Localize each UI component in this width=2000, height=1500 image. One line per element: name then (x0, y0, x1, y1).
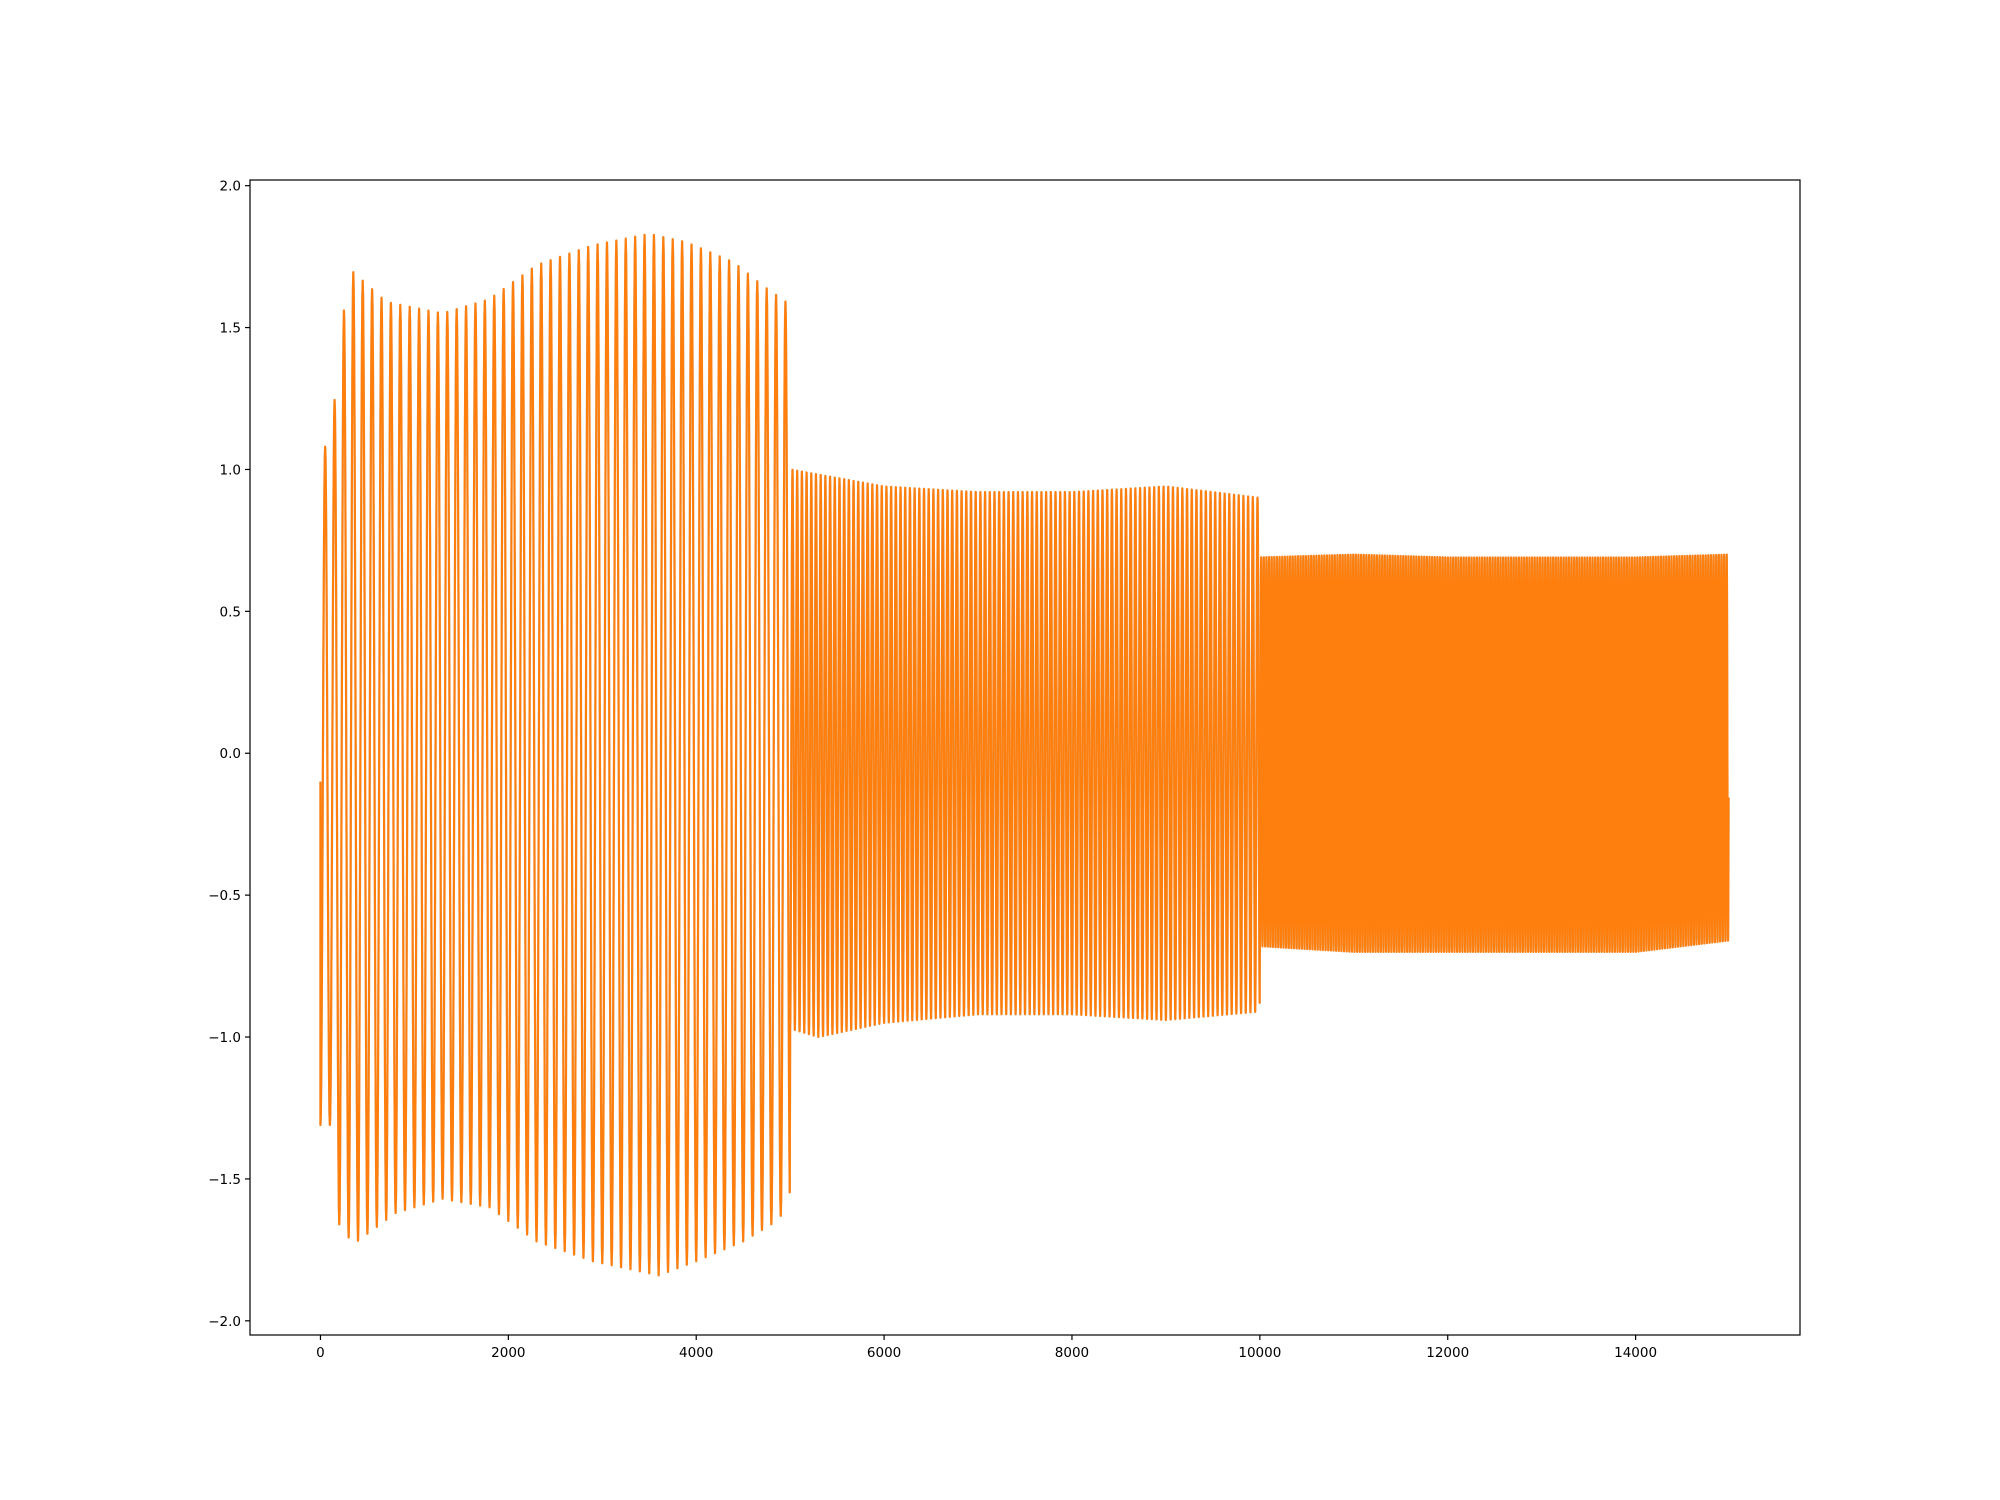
x-tick-label: 8000 (1055, 1345, 1089, 1361)
y-tick-label: −0.5 (208, 888, 241, 904)
plot-area (319, 233, 1730, 1277)
y-tick-label: 1.0 (220, 462, 241, 478)
x-tick-label: 10000 (1238, 1345, 1281, 1361)
x-tick-label: 14000 (1614, 1345, 1657, 1361)
y-tick-label: −2.0 (208, 1314, 241, 1330)
y-tick-label: 1.5 (220, 321, 241, 337)
y-tick-label: 2.0 (220, 179, 241, 195)
x-tick-label: 4000 (679, 1345, 713, 1361)
axes-frame (249, 179, 1801, 1336)
y-tick-label: −1.0 (208, 1030, 241, 1046)
x-tick-label: 2000 (491, 1345, 525, 1361)
x-tick-label: 0 (316, 1345, 325, 1361)
y-axis: −2.0 −1.5 −1.0 −0.5 0.0 0.5 1.0 1.5 2.0 (208, 179, 250, 1330)
y-tick-label: −1.5 (208, 1172, 241, 1188)
x-tick-label: 12000 (1426, 1345, 1469, 1361)
x-axis: 0 2000 4000 6000 8000 10000 12000 14000 (316, 1335, 1657, 1361)
y-tick-label: 0.5 (220, 604, 241, 620)
x-tick-label: 6000 (867, 1345, 901, 1361)
series-line (319, 233, 1730, 1277)
y-tick-label: 0.0 (220, 746, 241, 762)
